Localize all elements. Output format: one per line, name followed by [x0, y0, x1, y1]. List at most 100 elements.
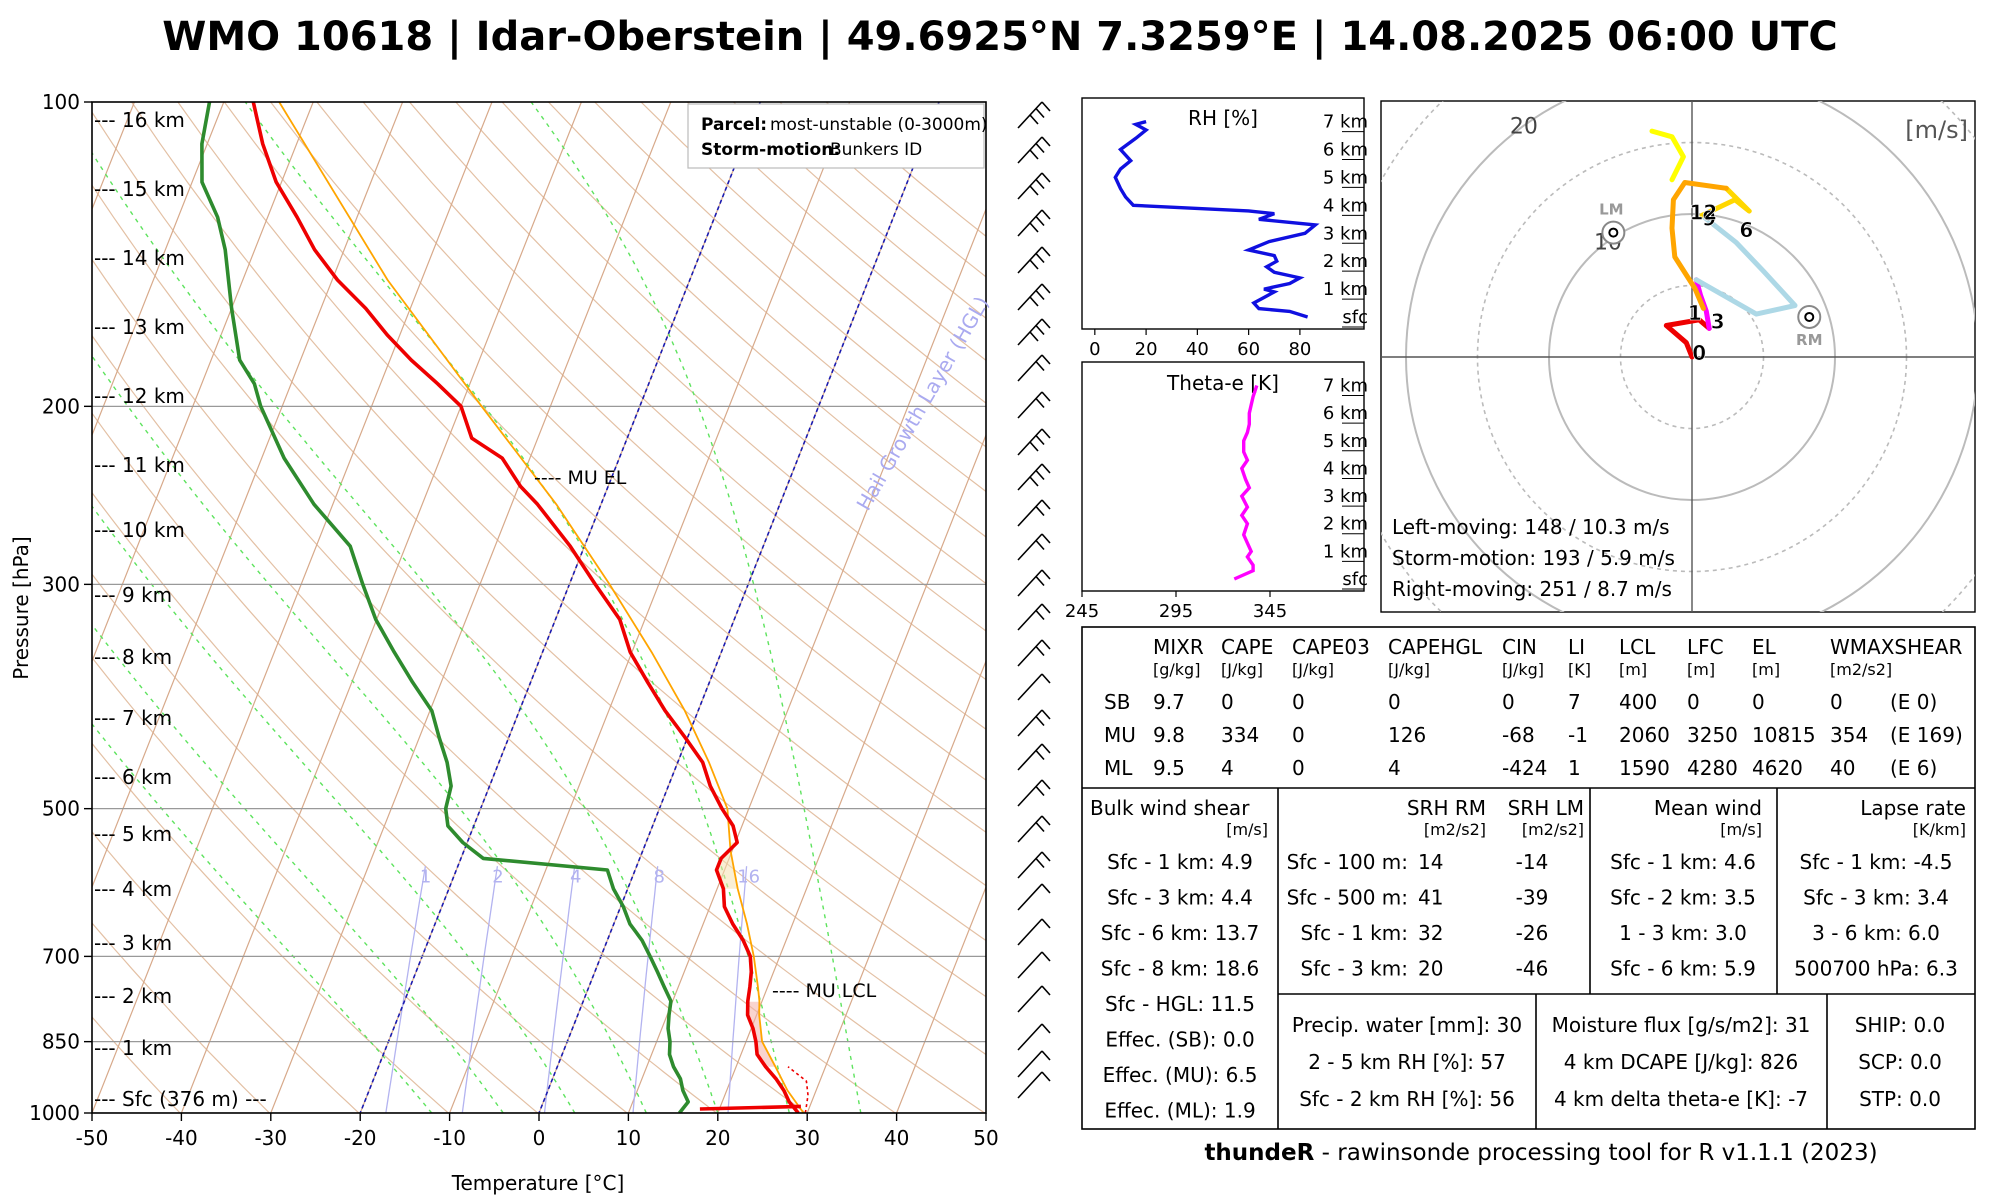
bulk-shear-row: Sfc - 6 km: 13.7 — [1101, 921, 1259, 945]
lapse-rate-row: 3 - 6 km: 6.0 — [1812, 921, 1940, 945]
y-tick-label: 850 — [42, 1030, 80, 1054]
srh-rm-value: 41 — [1418, 886, 1443, 910]
wind-barb — [1017, 209, 1051, 237]
table-cell: 4620 — [1752, 756, 1803, 780]
table-header: LCL — [1619, 635, 1656, 659]
barb-feather — [1041, 743, 1051, 754]
mean-wind-row: Sfc - 1 km: 4.6 — [1610, 850, 1756, 874]
table-cell: 10815 — [1752, 723, 1816, 747]
profile-x-tick-label: 20 — [1135, 339, 1158, 360]
isotherm — [895, 885, 986, 1113]
table-cell: 0 — [1292, 723, 1305, 747]
mixing-ratio-line — [461, 866, 499, 1113]
barb-feather — [1041, 985, 1051, 996]
hodograph-stat-storm: Storm-motion: 193 / 5.9 m/s — [1392, 546, 1675, 570]
dry-adiabat — [92, 1016, 181, 1113]
wind-barb — [1017, 673, 1051, 701]
legend-storm-value: Bunkers ID — [830, 140, 922, 160]
storm-marker-dot — [1608, 227, 1619, 238]
barb-feather — [1041, 709, 1051, 720]
x-tick-label: 50 — [973, 1126, 998, 1150]
wind-barb — [1017, 172, 1051, 200]
hodograph-segment — [1649, 128, 1686, 183]
table-header: CAPE03 — [1292, 635, 1370, 659]
srh-rm-title: SRH RM — [1407, 796, 1486, 820]
isotherm — [270, 102, 672, 1113]
barb-feather — [1029, 149, 1039, 160]
table-cell: 0 — [1830, 690, 1843, 714]
profile-height-label: 7 km — [1323, 376, 1368, 397]
barb-feather — [1041, 569, 1051, 580]
height-label: --- 16 km — [94, 108, 185, 132]
bulk-shear-row: Effec. (MU): 6.5 — [1103, 1063, 1258, 1087]
barb-feather — [1041, 918, 1051, 929]
barb-feather — [1029, 441, 1039, 452]
table-cell: 0 — [1502, 690, 1515, 714]
barb-staff — [1017, 985, 1043, 1013]
bulk-shear-row: Sfc - 8 km: 18.6 — [1101, 957, 1259, 981]
isotherm — [448, 102, 851, 1113]
table-unit: [K] — [1568, 660, 1591, 679]
table-cell: 2060 — [1619, 723, 1670, 747]
barb-feather — [1035, 215, 1045, 227]
barb-feather — [1041, 172, 1051, 183]
profile-x-tick-label: 60 — [1237, 339, 1260, 360]
table-header: EL — [1752, 635, 1777, 659]
moist-adiabat — [92, 623, 504, 1113]
legend-parcel-value: most-unstable (0-3000m) — [770, 115, 988, 135]
srh-rm-value: 20 — [1418, 957, 1443, 981]
table-unit: [g/kg] — [1153, 660, 1200, 679]
barb-feather — [1035, 821, 1045, 833]
wind-barb — [1017, 136, 1051, 164]
barb-feather — [1041, 603, 1051, 614]
bulk-shear-row: Sfc - 3 km: 4.4 — [1107, 886, 1253, 910]
legend-parcel-label: Parcel: — [701, 115, 767, 135]
x-tick-label: 20 — [705, 1126, 730, 1150]
hodograph-height-label: 3 — [1711, 309, 1725, 333]
barb-feather — [1035, 505, 1045, 517]
barb-feather — [1035, 785, 1045, 797]
table-cell: 1 — [1568, 756, 1581, 780]
wind-barb — [1017, 709, 1051, 737]
barb-feather — [1035, 324, 1045, 336]
srh-lm-value: -46 — [1516, 957, 1549, 981]
barb-feather — [1035, 178, 1045, 190]
mean-wind-row: Sfc - 2 km: 3.5 — [1610, 886, 1756, 910]
profile-height-label: 4 km — [1323, 195, 1368, 216]
barb-feather — [1035, 609, 1045, 621]
barb-staff — [1017, 883, 1043, 911]
y-tick-label: 700 — [42, 944, 80, 968]
barb-feather — [1041, 851, 1051, 862]
table-cell: 3250 — [1687, 723, 1738, 747]
skew-t-legend: Parcel: most-unstable (0-3000m) Storm-mo… — [687, 103, 988, 169]
isotherm — [92, 102, 493, 1113]
moisture-row: Precip. water [mm]: 30 — [1292, 1013, 1522, 1037]
profile-height-label: 3 km — [1323, 223, 1368, 244]
barb-feather — [1041, 428, 1051, 439]
height-label: --- 2 km — [94, 984, 172, 1008]
height-label: --- Sfc (376 m) --- — [94, 1087, 267, 1111]
profile-height-label: 2 km — [1323, 514, 1368, 535]
profile-height-label: 7 km — [1323, 112, 1368, 133]
lapse-rate-title: Lapse rate — [1860, 796, 1966, 820]
table-cell: 400 — [1619, 690, 1657, 714]
moisture-row: 4 km delta theta-e [K]: -7 — [1554, 1087, 1808, 1111]
mixing-ratio-line — [632, 866, 659, 1113]
barb-feather — [1041, 499, 1051, 510]
profile-height-label: 2 km — [1323, 251, 1368, 272]
height-label: --- 1 km — [94, 1036, 172, 1060]
profile-height-label: 6 km — [1323, 140, 1368, 161]
hodograph-ring-label: 20 — [1510, 115, 1538, 140]
table-cell: 0 — [1221, 690, 1234, 714]
mu-lcl-label: ---- MU LCL — [772, 980, 877, 1002]
barb-staff — [1017, 1071, 1043, 1099]
moisture-row: Moisture flux [g/s/m2]: 31 — [1552, 1013, 1811, 1037]
skew-t-axes: -50 -40 -30 -20 -10 0 10 20 30 40 50 100 200 300 500 70… — [29, 90, 999, 1150]
mu-el-label: ---- MU EL — [534, 467, 627, 489]
index-row: STP: 0.0 — [1859, 1087, 1941, 1111]
barb-feather — [1035, 434, 1045, 446]
barb-feather — [1041, 639, 1051, 650]
barb-feather — [1041, 463, 1051, 474]
x-tick-label: 40 — [884, 1126, 909, 1150]
barb-staff — [1017, 673, 1043, 701]
